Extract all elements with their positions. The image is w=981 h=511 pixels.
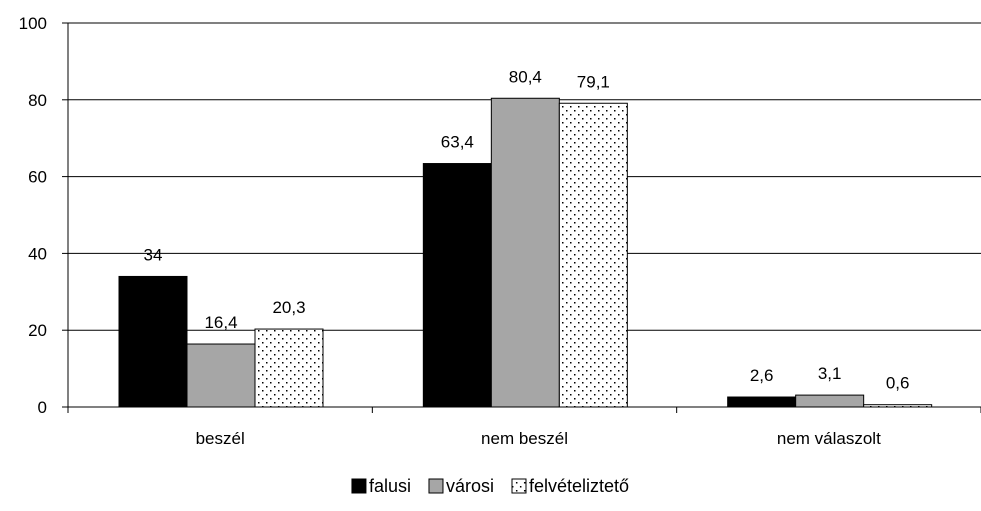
y-tick-label: 0 <box>38 398 47 417</box>
bar <box>490 97 560 408</box>
data-label: 2,6 <box>750 366 774 385</box>
data-label: 0,6 <box>886 374 910 393</box>
category-label: beszél <box>196 429 245 448</box>
y-axis: 0 20 40 60 80 100 <box>19 14 69 417</box>
bar <box>795 394 865 408</box>
bar <box>254 328 324 408</box>
data-label: 34 <box>144 245 163 264</box>
y-tick-label: 20 <box>28 321 47 340</box>
y-tick-label: 60 <box>28 168 47 187</box>
category-label: nem válaszolt <box>777 429 881 448</box>
legend-swatch <box>511 478 527 494</box>
data-label: 79,1 <box>577 72 610 91</box>
data-label: 63,4 <box>441 133 474 152</box>
data-label: 80,4 <box>509 67 542 86</box>
x-axis: beszél nem beszél nem válaszolt <box>67 406 981 448</box>
bars: 34 16,4 20,3 63,4 80,4 79,1 2,6 3,1 0,6 <box>118 67 933 408</box>
bar <box>727 396 797 408</box>
bar <box>558 102 628 408</box>
legend-label: falusi <box>369 476 411 496</box>
category-label: nem beszél <box>481 429 568 448</box>
bar <box>118 275 188 408</box>
data-label: 16,4 <box>204 313 237 332</box>
bar <box>186 343 256 408</box>
legend-label: felvételiztető <box>529 476 629 496</box>
legend-swatch <box>351 478 367 494</box>
y-tick-label: 80 <box>28 91 47 110</box>
legend: falusi városi felvételiztető <box>351 476 629 496</box>
legend-swatch <box>428 478 444 494</box>
y-tick-label: 40 <box>28 244 47 263</box>
bar <box>422 163 492 408</box>
y-tick-label: 100 <box>19 14 47 33</box>
legend-label: városi <box>446 476 494 496</box>
data-label: 3,1 <box>818 364 842 383</box>
data-label: 20,3 <box>272 298 305 317</box>
